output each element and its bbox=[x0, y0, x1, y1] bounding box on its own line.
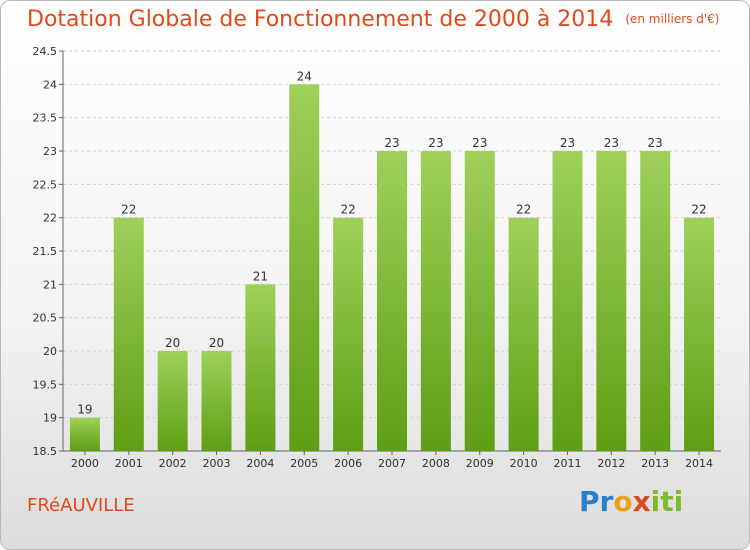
value-label-2013: 23 bbox=[648, 136, 663, 150]
x-tick-label: 2001 bbox=[115, 457, 143, 470]
y-tick-label: 23 bbox=[43, 145, 57, 158]
x-tick-label: 2002 bbox=[159, 457, 187, 470]
x-tick-label: 2007 bbox=[378, 457, 406, 470]
value-label-2014: 22 bbox=[691, 203, 706, 217]
bar-2010 bbox=[508, 217, 539, 451]
x-tick-label: 2013 bbox=[641, 457, 669, 470]
bar-2008 bbox=[420, 151, 451, 451]
y-tick-label: 24.5 bbox=[33, 45, 58, 58]
bar-2011 bbox=[552, 151, 583, 451]
value-label-2000: 19 bbox=[77, 403, 92, 417]
x-tick-label: 2003 bbox=[203, 457, 231, 470]
x-tick-label: 2006 bbox=[334, 457, 362, 470]
y-tick-label: 21.5 bbox=[33, 245, 58, 258]
y-tick-label: 23.5 bbox=[33, 112, 58, 125]
value-label-2011: 23 bbox=[560, 136, 575, 150]
bar-2001 bbox=[113, 217, 144, 451]
chart-title: Dotation Globale de Fonctionnement de 20… bbox=[27, 7, 719, 32]
x-tick-label: 2014 bbox=[685, 457, 713, 470]
value-label-2009: 23 bbox=[472, 136, 487, 150]
bar-2003 bbox=[201, 351, 232, 451]
x-tick-label: 2005 bbox=[290, 457, 318, 470]
x-tick-label: 2012 bbox=[597, 457, 625, 470]
bar-2007 bbox=[377, 151, 407, 451]
y-tick-label: 24 bbox=[43, 78, 57, 91]
value-label-2007: 23 bbox=[384, 136, 399, 150]
value-label-2012: 23 bbox=[604, 136, 619, 150]
y-tick-label: 19.5 bbox=[33, 378, 58, 391]
y-tick-label: 21 bbox=[43, 278, 57, 291]
value-label-2006: 22 bbox=[340, 203, 355, 217]
x-tick-label: 2000 bbox=[71, 457, 99, 470]
bar-2005 bbox=[289, 84, 320, 451]
commune-name: FRéAUVILLE bbox=[27, 495, 135, 516]
y-tick-label: 20.5 bbox=[33, 312, 58, 325]
bar-2014 bbox=[684, 217, 715, 451]
unit-text: (en milliers d'€) bbox=[625, 12, 720, 26]
y-tick-label: 19 bbox=[43, 412, 57, 425]
value-label-2005: 24 bbox=[297, 69, 312, 83]
x-tick-label: 2011 bbox=[553, 457, 581, 470]
value-label-2001: 22 bbox=[121, 203, 136, 217]
bar-2004 bbox=[245, 284, 276, 451]
bar-2000 bbox=[69, 417, 100, 451]
x-tick-label: 2010 bbox=[510, 457, 538, 470]
bar-2006 bbox=[333, 217, 364, 451]
value-label-2004: 21 bbox=[253, 269, 268, 283]
bar-2012 bbox=[596, 151, 627, 451]
proxiti-logo: Proxiti bbox=[579, 485, 684, 518]
y-tick-label: 20 bbox=[43, 345, 57, 358]
x-tick-label: 2009 bbox=[466, 457, 494, 470]
value-label-2003: 20 bbox=[209, 336, 224, 350]
title-text: Dotation Globale de Fonctionnement de 20… bbox=[27, 7, 614, 32]
bar-2013 bbox=[640, 151, 671, 451]
y-tick-label: 22.5 bbox=[33, 178, 58, 191]
value-label-2002: 20 bbox=[165, 336, 180, 350]
value-label-2008: 23 bbox=[428, 136, 443, 150]
bar-2002 bbox=[157, 351, 188, 451]
value-label-2010: 22 bbox=[516, 203, 531, 217]
y-tick-label: 22 bbox=[43, 212, 57, 225]
bar-2009 bbox=[464, 151, 495, 451]
y-tick-label: 18.5 bbox=[33, 445, 58, 458]
x-tick-label: 2004 bbox=[246, 457, 274, 470]
x-tick-label: 2008 bbox=[422, 457, 450, 470]
